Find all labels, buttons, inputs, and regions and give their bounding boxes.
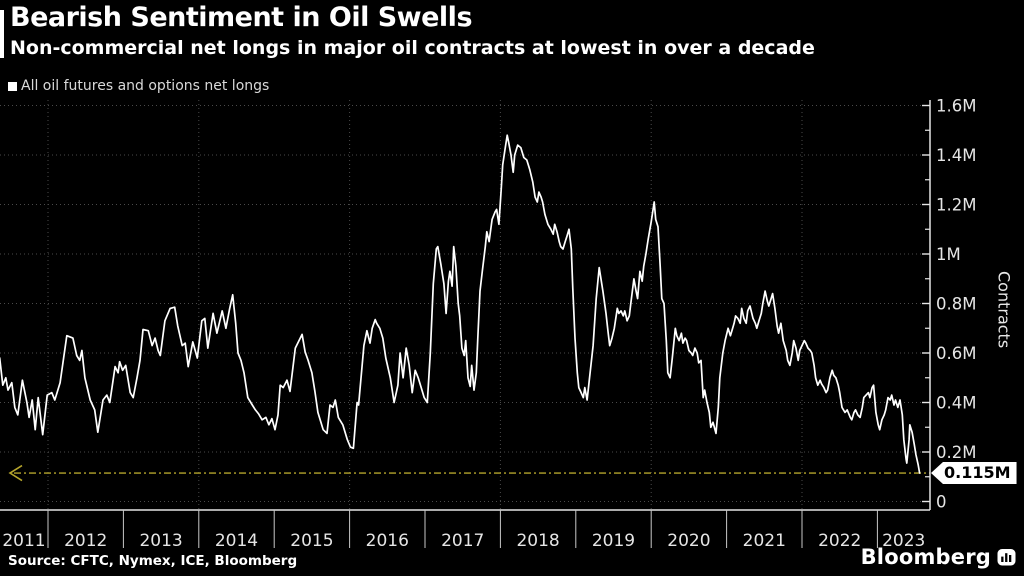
legend-swatch-icon xyxy=(8,81,17,91)
last-value-badge: 0.115M xyxy=(931,462,1017,484)
y-tick-label: 1.6M xyxy=(936,97,976,116)
y-tick-label: 0.4M xyxy=(936,394,976,413)
y-tick-label: 0 xyxy=(936,493,947,512)
legend: All oil futures and options net longs xyxy=(8,78,269,94)
bloomberg-logo: Bloomberg xyxy=(861,545,1016,569)
title-accent-bar xyxy=(0,10,4,58)
x-year-label: 2011 xyxy=(2,531,45,551)
x-year-label: 2012 xyxy=(64,531,107,551)
legend-series-label: All oil futures and options net longs xyxy=(21,78,270,94)
y-axis-title: Contracts xyxy=(994,271,1014,349)
y-tick-label: 0.8M xyxy=(936,295,976,314)
x-year-label: 2017 xyxy=(441,531,484,551)
chart-subtitle: Non-commercial net longs in major oil co… xyxy=(10,37,815,59)
x-year-label: 2018 xyxy=(516,531,559,551)
x-year-label: 2015 xyxy=(290,531,333,551)
left-arrow-icon xyxy=(8,464,23,482)
x-year-label: 2023 xyxy=(882,531,925,551)
x-year-label: 2020 xyxy=(667,531,710,551)
y-tick-label: 0.6M xyxy=(936,344,976,363)
y-tick-label: 1M xyxy=(936,245,961,264)
series-line xyxy=(0,134,921,474)
x-year-label: 2019 xyxy=(592,531,635,551)
x-year-label: 2014 xyxy=(215,531,258,551)
source-attribution: Source: CFTC, Nymex, ICE, Bloomberg xyxy=(8,553,298,569)
x-year-label: 2013 xyxy=(139,531,182,551)
x-year-label: 2021 xyxy=(743,531,786,551)
bloomberg-chart-bars-icon xyxy=(997,548,1016,565)
y-tick-label: 0.2M xyxy=(936,443,976,462)
y-tick-label: 1.2M xyxy=(936,196,976,215)
x-year-label: 2022 xyxy=(818,531,861,551)
x-year-label: 2016 xyxy=(366,531,409,551)
bloomberg-wordmark: Bloomberg xyxy=(860,545,991,569)
y-tick-label: 1.4M xyxy=(936,146,976,165)
chart-title: Bearish Sentiment in Oil Swells xyxy=(10,2,473,33)
